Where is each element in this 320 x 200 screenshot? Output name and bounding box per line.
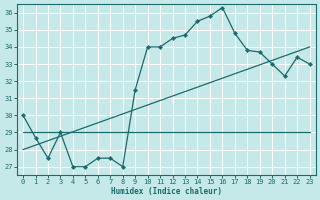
X-axis label: Humidex (Indice chaleur): Humidex (Indice chaleur) [111, 187, 222, 196]
